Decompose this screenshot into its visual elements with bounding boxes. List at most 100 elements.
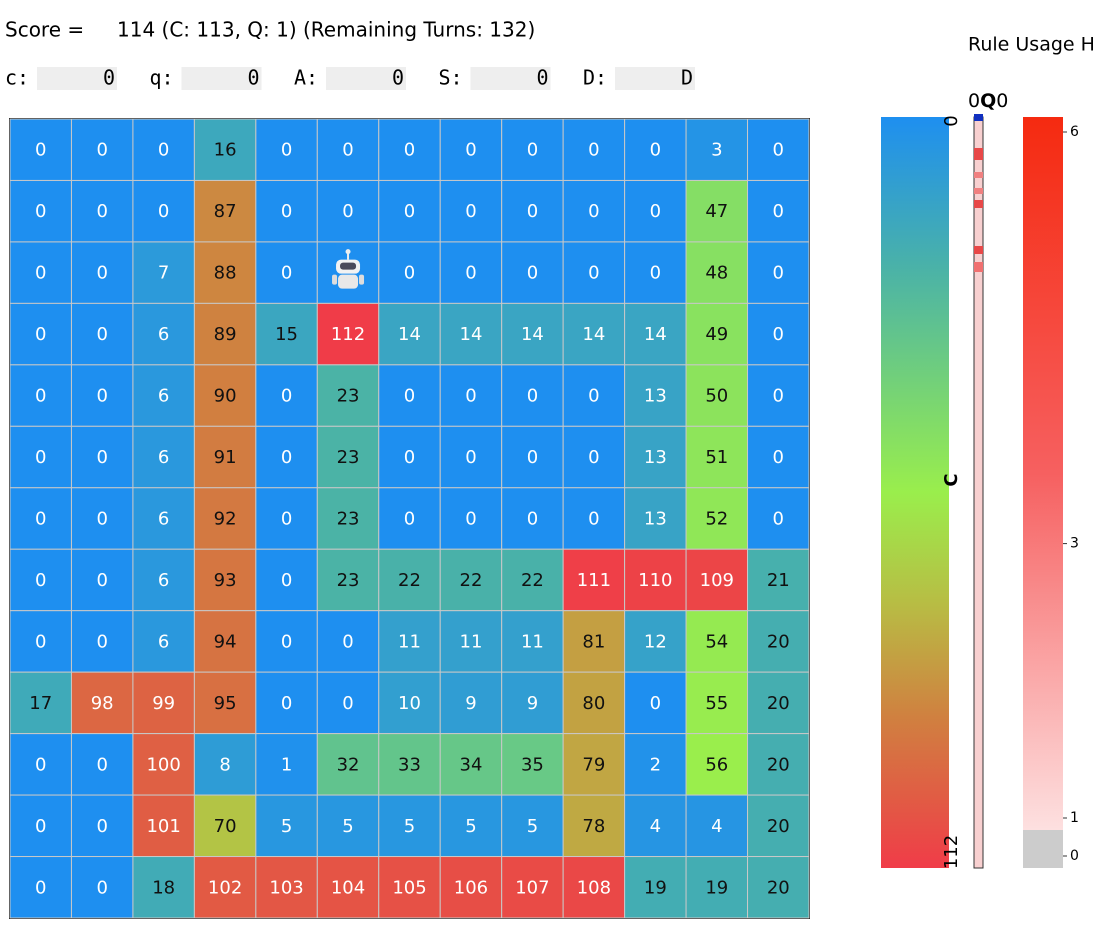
cell [685,179,749,243]
cell [316,610,380,673]
cell-value: 11 [521,631,544,652]
cell [316,364,380,427]
cell-value: 6 [158,631,169,652]
cell-value: 105 [392,877,426,898]
cell-value: 49 [705,324,728,345]
cell [193,733,257,796]
cell-value: 6 [158,386,169,407]
cell-value: 0 [404,509,415,530]
cell-value: 22 [460,570,483,591]
cell-value: 22 [398,570,421,591]
cell [562,610,626,673]
cell-value: 0 [650,263,661,284]
cell-value: 0 [527,447,538,468]
cell-value: 15 [275,324,298,345]
cell [624,118,687,181]
cell-value: 4 [711,816,722,837]
cell-value: 80 [582,693,605,714]
cell-value: 109 [700,570,734,591]
cell-value: 12 [644,631,667,652]
cell-value: 20 [767,877,790,898]
cell [624,302,687,366]
q-marker [974,114,983,121]
cell-value: 106 [454,877,488,898]
cell [747,733,810,796]
cell-value: 0 [650,140,661,161]
cell [378,487,441,550]
cell-value: 92 [214,509,237,530]
cell [70,487,134,550]
cell-value: 13 [644,386,667,407]
q-right: 0 [996,90,1008,112]
cell [501,425,564,489]
cell [562,425,626,489]
cell-value: 0 [281,263,292,284]
cell [193,302,257,366]
cell [747,487,810,550]
cell-value: 0 [35,877,46,898]
cell [132,364,195,427]
cell-value: 93 [214,570,237,591]
cell-value: 7 [158,263,169,284]
cell-value: 32 [337,754,360,775]
cell-value: 20 [767,631,790,652]
score-label: Score = [5,18,84,42]
cell [9,794,72,858]
cell-value: 79 [582,754,605,775]
cell [685,548,749,612]
cell [9,856,72,919]
field-label: A: [294,66,318,90]
cell [378,610,441,673]
cell-value: 0 [158,201,169,222]
cell [439,487,503,550]
cell [439,118,503,181]
cell-value: 0 [35,570,46,591]
cell [747,179,810,243]
cell-value: 0 [158,140,169,161]
cell [193,856,257,919]
cell [378,733,441,796]
cell [562,241,626,304]
field-value: 0 [247,66,259,90]
cell [562,733,626,796]
cell-value: 0 [465,447,476,468]
cell-value: 14 [521,324,544,345]
q-left: 0 [968,90,980,112]
cell [501,364,564,427]
cell-value: 6 [158,509,169,530]
cell [9,610,72,673]
cell [562,364,626,427]
cell [439,241,503,304]
cell-value: 50 [705,386,728,407]
colorbar-label: C [941,473,962,486]
cell [9,364,72,427]
rule-tick-label: 3 [1070,536,1079,552]
cell-value: 104 [331,877,365,898]
cell [685,364,749,427]
cell-value: 101 [146,816,180,837]
cell-value: 70 [214,816,237,837]
cell-value: 0 [773,201,784,222]
cell [255,302,318,366]
cell [747,241,810,304]
cell-value: 0 [35,447,46,468]
cell-value: 55 [705,693,728,714]
cell-value: 0 [588,447,599,468]
rule-tick-label: 0 [1070,848,1079,864]
cell [132,548,195,612]
cell-value: 0 [527,263,538,284]
robot-antenna-tip [345,249,351,255]
cell [70,241,134,304]
cell-value: 6 [158,324,169,345]
cell [255,794,318,858]
cell-value: 0 [773,386,784,407]
cell-value: 0 [96,754,107,775]
cell [193,794,257,858]
cell [685,733,749,796]
rule-tick-label: 1 [1070,810,1079,826]
cell-value: 0 [281,693,292,714]
q-label: Q [980,90,996,112]
cell-value: 0 [527,201,538,222]
cell [501,179,564,243]
